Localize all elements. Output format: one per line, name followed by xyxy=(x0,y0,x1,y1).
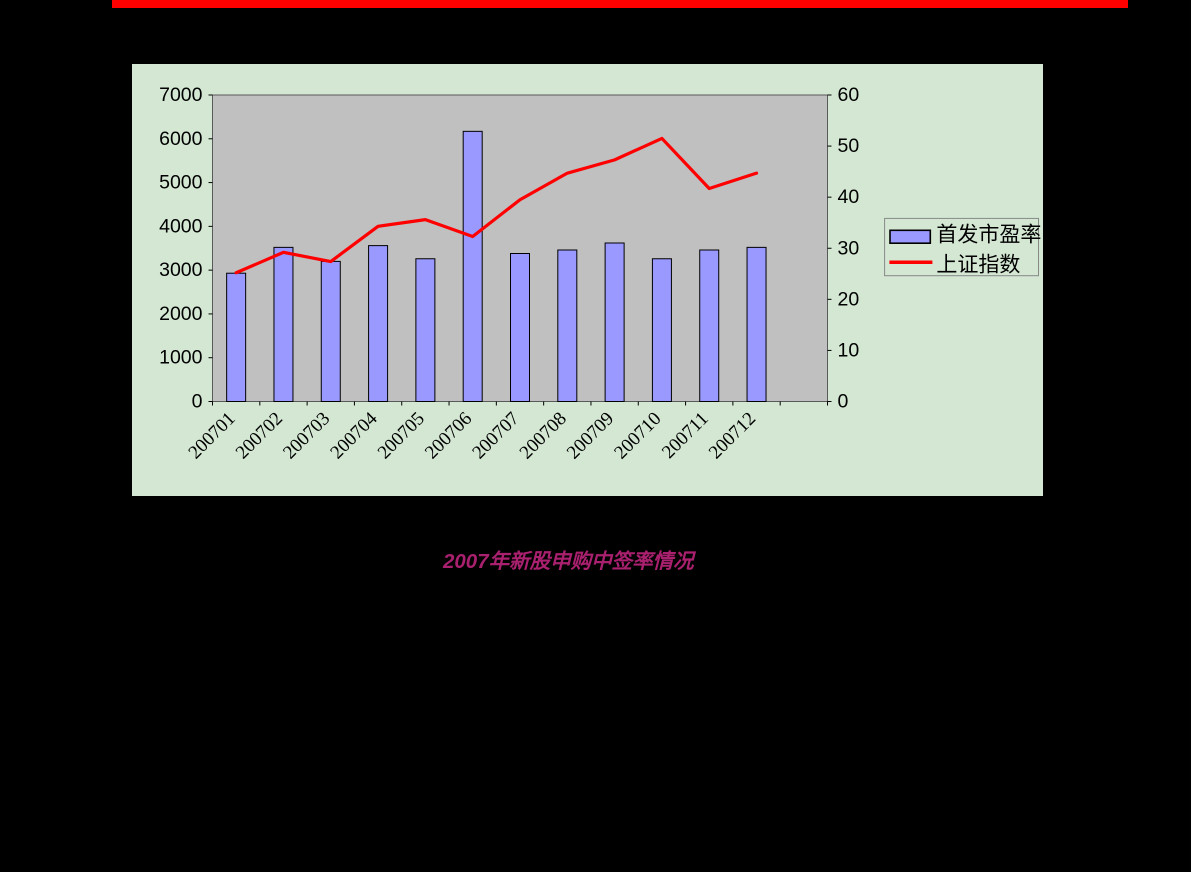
svg-text:4000: 4000 xyxy=(159,215,203,237)
svg-text:1000: 1000 xyxy=(159,347,203,369)
svg-text:首发市盈率: 首发市盈率 xyxy=(936,224,1041,247)
svg-text:200711: 200711 xyxy=(658,408,713,463)
svg-text:200712: 200712 xyxy=(705,408,760,463)
svg-text:200708: 200708 xyxy=(516,408,571,463)
svg-text:30: 30 xyxy=(838,237,860,259)
svg-text:10: 10 xyxy=(838,339,860,361)
svg-text:7000: 7000 xyxy=(159,84,203,106)
svg-text:20: 20 xyxy=(838,288,860,310)
svg-text:5000: 5000 xyxy=(159,172,203,194)
svg-text:40: 40 xyxy=(838,186,860,208)
svg-text:6000: 6000 xyxy=(159,128,203,150)
svg-text:200710: 200710 xyxy=(610,408,665,463)
svg-text:0: 0 xyxy=(192,391,203,413)
svg-text:上证指数: 上证指数 xyxy=(936,253,1020,276)
svg-text:0: 0 xyxy=(838,391,849,413)
svg-text:2000: 2000 xyxy=(159,303,203,325)
svg-text:50: 50 xyxy=(838,135,860,157)
svg-text:200701: 200701 xyxy=(185,408,240,463)
svg-text:200707: 200707 xyxy=(468,408,523,463)
svg-text:200703: 200703 xyxy=(279,408,334,463)
svg-text:200706: 200706 xyxy=(421,408,476,463)
svg-text:200702: 200702 xyxy=(232,408,287,463)
svg-text:200709: 200709 xyxy=(563,408,618,463)
svg-text:3000: 3000 xyxy=(159,259,203,281)
svg-text:200705: 200705 xyxy=(374,408,429,463)
svg-text:60: 60 xyxy=(838,84,860,106)
svg-text:200704: 200704 xyxy=(326,408,382,464)
